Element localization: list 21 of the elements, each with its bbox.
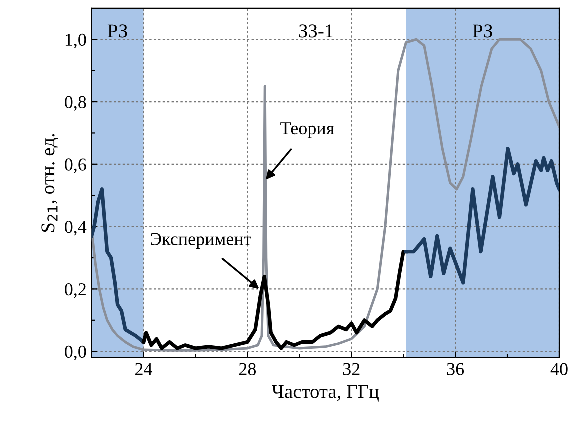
x-tick-label: 28 [239, 363, 256, 376]
y-tick-label: 0,6 [65, 158, 86, 174]
x-tick-label: 36 [447, 363, 464, 376]
y-tick-label: 0,8 [65, 96, 86, 112]
x-tick-label: 24 [136, 363, 153, 376]
y-tick-label: 0,2 [65, 283, 86, 298]
y-tick-label: 1,0 [66, 34, 86, 49]
x-tick-label: 40 [550, 363, 568, 376]
band-label: РЗ [108, 24, 128, 38]
annotation: Эксперимент [151, 233, 252, 250]
band-label: РЗ [473, 24, 492, 38]
y-axis-title: S$_{21}$, отн. ед. [42, 134, 58, 232]
x-axis-title: Частота, ГГц [272, 385, 379, 402]
line-series [92, 188, 146, 344]
x-tick-label: 32 [343, 363, 360, 376]
annotation: ЗЗ-1 [299, 24, 333, 38]
y-tick-label: 0,4 [65, 221, 87, 236]
y-tick-label: 0,0 [65, 346, 86, 361]
line-series [404, 147, 560, 285]
line-series [92, 38, 560, 352]
annotation: Теория [280, 122, 334, 138]
